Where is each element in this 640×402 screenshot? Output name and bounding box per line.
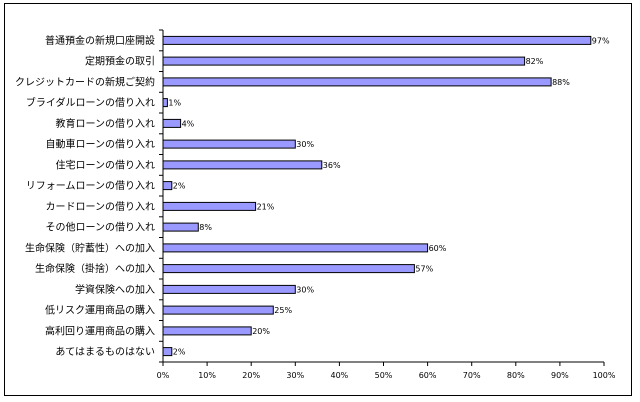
category-label-14: 高利回り運用商品の購入: [45, 324, 155, 337]
axes-group: 0% 10% 20% 30% 40% 50% 60% 70% 80% 90% 100%: [157, 29, 616, 380]
value-label-5: 30%: [296, 140, 314, 149]
bar-4: [162, 118, 182, 128]
bar-8: [162, 201, 257, 211]
x-tick-label-10: 100%: [593, 371, 616, 380]
x-tick-label-0: 0%: [157, 371, 170, 380]
value-label-14: 20%: [252, 327, 270, 336]
category-label-13: 低リスク運用商品の購入: [45, 304, 155, 317]
category-label-6: 住宅ローンの借り入れ: [56, 158, 156, 171]
bar-12: [162, 284, 296, 294]
value-label-9: 8%: [199, 223, 212, 232]
bar-1: [162, 56, 526, 66]
bar-7: [162, 181, 173, 191]
value-label-15: 2%: [173, 348, 186, 357]
x-tick-label-4: 40%: [331, 371, 349, 380]
value-label-6: 36%: [323, 161, 341, 170]
bar-9: [162, 222, 199, 232]
bar-2: [162, 77, 552, 87]
bar-6: [162, 160, 323, 170]
bar-0: [162, 35, 592, 45]
category-label-4: 教育ローンの借り入れ: [56, 117, 156, 130]
category-label-5: 自動車ローンの借り入れ: [46, 138, 156, 151]
value-label-3: 1%: [168, 99, 181, 108]
category-label-8: カードローンの借り入れ: [46, 201, 156, 213]
bar-10: [162, 243, 429, 253]
x-tick-label-7: 70%: [463, 371, 481, 380]
category-label-9: その他ローンの借り入れ: [46, 221, 156, 234]
x-tick-label-5: 50%: [375, 371, 393, 380]
value-label-0: 97%: [592, 36, 610, 45]
value-label-2: 88%: [552, 78, 570, 87]
value-label-1: 82%: [526, 57, 544, 66]
category-label-2: クレジットカードの新規ご契約: [15, 75, 155, 88]
category-label-3: ブライダルローンの借り入れ: [26, 96, 155, 109]
bar-3: [162, 98, 168, 108]
chart-frame: [4, 3, 632, 396]
x-tick-label-6: 60%: [419, 371, 437, 380]
bar-13: [162, 305, 274, 315]
category-label-15: あてはまるものはない: [55, 346, 155, 358]
value-label-10: 60%: [429, 244, 447, 253]
value-label-8: 21%: [257, 202, 275, 211]
category-label-12: 学資保険への加入: [75, 283, 155, 296]
value-label-11: 57%: [415, 265, 433, 274]
bar-5: [162, 139, 296, 149]
x-tick-label-9: 90%: [551, 371, 569, 380]
value-label-7: 2%: [173, 182, 186, 191]
category-labels-group: 普通預金の新規口座開設定期預金の取引クレジットカードの新規ご契約ブライダルローン…: [15, 34, 155, 358]
value-labels-group: 97% 82% 88% 1% 4% 30% 36% 2% 21% 8% 60% 57% 30% 25% 20…: [168, 36, 610, 356]
x-tick-label-8: 80%: [507, 371, 525, 380]
category-label-11: 生命保険（掛捨）への加入: [35, 262, 155, 275]
x-tick-label-1: 10%: [198, 371, 216, 380]
value-label-4: 4%: [182, 119, 195, 128]
value-label-13: 25%: [274, 306, 292, 315]
bar-14: [162, 326, 252, 336]
bars-group: [162, 35, 592, 357]
category-label-1: 定期預金の取引: [85, 55, 155, 68]
x-tick-label-3: 30%: [286, 371, 304, 380]
category-label-0: 普通預金の新規口座開設: [45, 34, 155, 47]
bar-11: [162, 264, 415, 274]
category-label-7: リフォームローンの借り入れ: [26, 180, 155, 192]
value-label-12: 30%: [296, 285, 314, 294]
category-label-10: 生命保険（貯蓄性）への加入: [25, 241, 155, 254]
bar-15: [162, 347, 173, 357]
x-tick-label-2: 20%: [242, 371, 260, 380]
